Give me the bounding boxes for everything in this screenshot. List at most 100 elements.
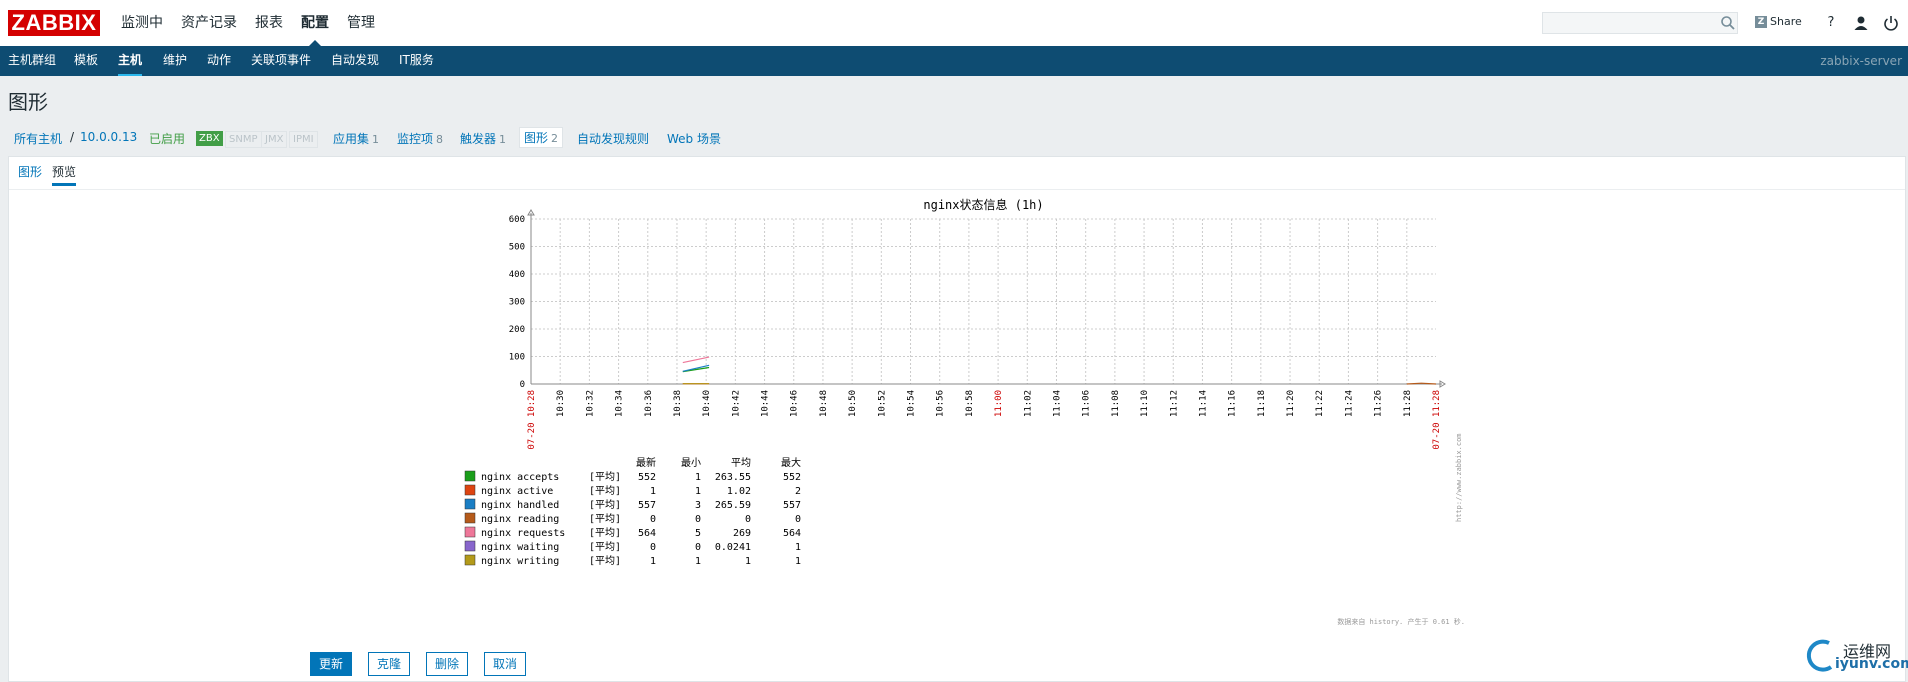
legend-max-value: 1 <box>795 542 801 553</box>
zabbix-logo[interactable]: ZABBIX <box>8 10 100 36</box>
x-tick-label: 10:40 <box>702 390 712 417</box>
submenu-actions[interactable]: 动作 <box>207 53 232 67</box>
x-tick-label: 11:18 <box>1257 390 1267 417</box>
tab-graph[interactable]: 图形 <box>18 165 43 179</box>
menu-reports[interactable]: 报表 <box>255 15 283 31</box>
legend-func: [平均] <box>589 471 621 483</box>
x-tick-label: 10:38 <box>673 390 683 417</box>
x-tick-label: 10:30 <box>556 390 566 417</box>
legend-min-value: 1 <box>695 486 701 497</box>
availability-snmp-badge: SNMP <box>225 131 262 148</box>
legend-last-value: 1 <box>650 556 656 567</box>
power-icon[interactable] <box>1882 14 1900 32</box>
legend-name: nginx requests <box>481 528 565 539</box>
legend-name: nginx waiting <box>481 542 559 553</box>
submenu-hosts[interactable]: 主机 <box>118 46 143 76</box>
top-header: ZABBIX 监测中 资产记录 报表 配置 管理 Z Share ? <box>0 0 1908 47</box>
legend-last-value: 552 <box>638 472 656 483</box>
host-status-enabled[interactable]: 已启用 <box>149 132 186 146</box>
host-navigation: 所有主机 / 10.0.0.13 已启用 ZBX SNMP JMX IPMI 应… <box>0 122 1908 154</box>
legend-last-value: 557 <box>638 500 656 511</box>
x-tick-label: 10:48 <box>819 390 829 417</box>
graphs-count: 2 <box>551 132 559 145</box>
breadcrumb-web-scenarios[interactable]: Web 场景 <box>667 132 721 146</box>
applications-label: 应用集 <box>333 132 370 146</box>
legend-func: [平均] <box>589 499 621 511</box>
cancel-button[interactable]: 取消 <box>484 652 527 676</box>
legend-avg-value: 269 <box>733 528 751 539</box>
breadcrumb-items[interactable]: 监控项 8 <box>397 130 443 147</box>
legend-last-value: 1 <box>650 486 656 497</box>
legend-header: 平均 <box>731 457 751 469</box>
legend-name: nginx handled <box>481 500 559 511</box>
x-tick-label: 10:58 <box>965 390 975 417</box>
legend-last-value: 564 <box>638 528 656 539</box>
search-icon[interactable] <box>1720 15 1736 31</box>
menu-configuration[interactable]: 配置 <box>292 0 338 47</box>
submenu-event-correlation[interactable]: 关联项事件 <box>251 53 312 67</box>
legend-min-value: 1 <box>695 472 701 483</box>
server-name: zabbix-server <box>1820 54 1902 68</box>
legend-name: nginx reading <box>481 514 559 525</box>
tab-bar: 图形 预览 <box>9 157 1905 190</box>
legend-color-swatch <box>464 498 476 510</box>
breadcrumb-applications[interactable]: 应用集 1 <box>333 130 379 147</box>
items-label: 监控项 <box>397 132 434 146</box>
graphs-label: 图形 <box>524 131 549 145</box>
menu-monitoring[interactable]: 监测中 <box>121 15 163 31</box>
search-input[interactable] <box>1542 12 1738 34</box>
breadcrumb-all-hosts[interactable]: 所有主机 <box>14 132 63 146</box>
clone-button[interactable]: 克隆 <box>368 652 411 676</box>
legend-func: [平均] <box>589 513 621 525</box>
tab-preview[interactable]: 预览 <box>52 163 77 186</box>
y-axis-arrow <box>527 209 535 216</box>
legend-avg-value: 1 <box>745 556 751 567</box>
menu-administration[interactable]: 管理 <box>347 15 375 31</box>
menu-inventory[interactable]: 资产记录 <box>181 15 237 31</box>
y-tick-label: 600 <box>509 215 525 225</box>
submenu-templates[interactable]: 模板 <box>74 53 99 67</box>
submenu-maintenance[interactable]: 维护 <box>163 53 188 67</box>
series-line-nginx-requests <box>682 356 710 364</box>
y-tick-label: 400 <box>509 270 525 280</box>
x-tick-label: 10:50 <box>848 390 858 417</box>
x-tick-label: 10:42 <box>731 390 741 417</box>
legend-name: nginx writing <box>481 556 559 567</box>
submenu-host-groups[interactable]: 主机群组 <box>8 53 57 67</box>
legend-avg-value: 0 <box>745 514 751 525</box>
x-tick-label: 11:20 <box>1286 390 1296 417</box>
legend-min-value: 0 <box>695 514 701 525</box>
legend-min-value: 3 <box>695 500 701 511</box>
triggers-label: 触发器 <box>460 132 497 146</box>
legend-max-value: 0 <box>795 514 801 525</box>
user-profile-icon[interactable] <box>1852 14 1870 32</box>
x-tick-label: 10:36 <box>644 390 654 417</box>
legend-last-value: 0 <box>650 514 656 525</box>
legend-min-value: 5 <box>695 528 701 539</box>
update-button[interactable]: 更新 <box>310 652 353 676</box>
x-tick-label: 11:02 <box>1023 390 1033 417</box>
x-tick-label: 11:22 <box>1315 390 1325 417</box>
share-button[interactable]: Z Share <box>1755 15 1802 28</box>
delete-button[interactable]: 删除 <box>426 652 469 676</box>
breadcrumb-triggers[interactable]: 触发器 1 <box>460 130 506 147</box>
legend-func: [平均] <box>589 555 621 567</box>
breadcrumb-graphs[interactable]: 图形 2 <box>519 127 564 148</box>
x-tick-label: 11:12 <box>1169 390 1179 417</box>
x-end-label: 07-20 11:28 <box>1432 390 1442 450</box>
x-tick-label: 11:28 <box>1403 390 1413 417</box>
legend-max-value: 552 <box>783 472 801 483</box>
availability-ipmi-badge: IPMI <box>289 131 318 148</box>
series-line-nginx-reading <box>1406 382 1437 385</box>
breadcrumb-host[interactable]: 10.0.0.13 <box>80 130 138 144</box>
submenu-it-services[interactable]: IT服务 <box>399 53 434 67</box>
page-title: 图形 <box>8 90 48 114</box>
legend-max-value: 557 <box>783 500 801 511</box>
legend-color-swatch <box>464 484 476 496</box>
breadcrumb-discovery-rules[interactable]: 自动发现规则 <box>577 132 650 146</box>
breadcrumb-separator: / <box>70 130 75 144</box>
submenu-discovery[interactable]: 自动发现 <box>331 53 380 67</box>
availability-jmx-badge: JMX <box>261 131 288 148</box>
help-icon[interactable]: ? <box>1827 15 1835 30</box>
x-tick-label: 11:16 <box>1228 390 1238 417</box>
